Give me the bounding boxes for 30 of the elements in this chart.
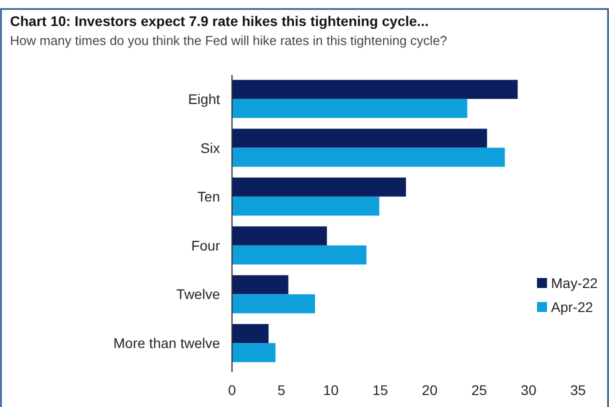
bar	[232, 245, 366, 264]
x-tick-label: 25	[471, 382, 488, 398]
y-tick-label: Twelve	[176, 286, 220, 302]
x-tick-label: 5	[278, 382, 286, 398]
bar	[232, 128, 488, 148]
legend-label: May-22	[551, 275, 598, 291]
chart-subtitle: How many times do you think the Fed will hike rates in this tightening cycle?	[10, 33, 448, 48]
bar	[232, 148, 505, 167]
y-tick-label: Eight	[188, 90, 220, 107]
x-tick-label: 0	[228, 382, 236, 398]
bar	[232, 294, 316, 314]
x-tick-label: 30	[520, 382, 537, 398]
bar	[232, 98, 468, 118]
bar	[232, 275, 288, 294]
x-tick-label: 35	[570, 382, 586, 398]
legend-label: Apr-22	[551, 299, 594, 315]
bar	[232, 196, 380, 216]
x-tick-label: 10	[323, 382, 339, 398]
y-tick-label: Ten	[197, 188, 220, 205]
y-tick-label: Six	[200, 140, 220, 156]
y-tick-label: More than twelve	[113, 335, 220, 352]
bar	[232, 226, 327, 246]
y-tick-label: Four	[191, 237, 220, 254]
bar	[232, 178, 406, 197]
bar	[232, 80, 518, 99]
chart-title: Chart 10: Investors expect 7.9 rate hikes this tightening cycle...	[10, 13, 429, 29]
x-tick-label: 15	[372, 382, 388, 398]
x-tick-label: 20	[422, 382, 438, 398]
bar	[232, 343, 276, 362]
bar	[232, 324, 269, 344]
